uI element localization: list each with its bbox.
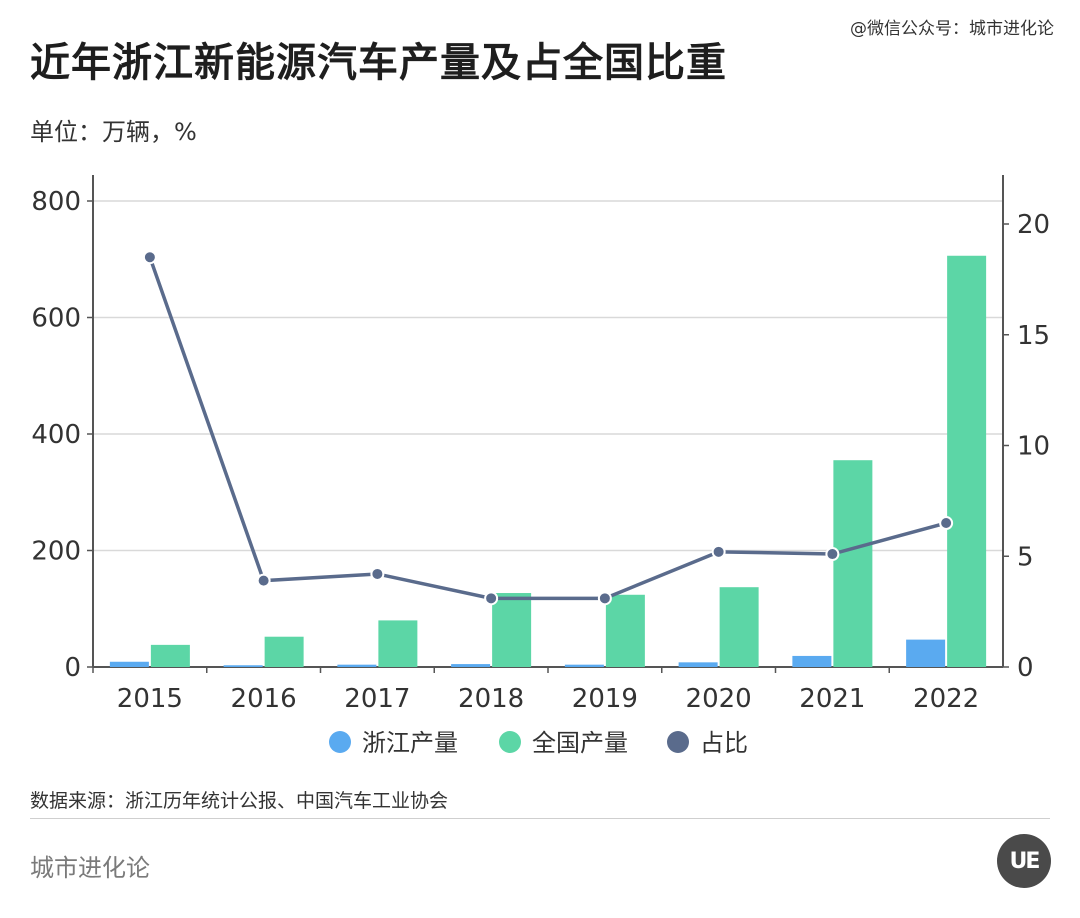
legend-label: 全国产量 [532, 729, 628, 757]
share-point-2022 [939, 516, 954, 531]
share-point-2017 [370, 566, 385, 581]
combo-chart: 0 200 400 600 800 0 5 10 15 20 2015 2016 2017 2018 201… [31, 175, 1050, 757]
unit-label: 单位：万辆，% [30, 118, 197, 146]
x-tick-label: 2021 [799, 684, 865, 714]
y-left-tick-label: 400 [31, 420, 81, 450]
bar-zhejiang-2018 [451, 664, 491, 667]
legend-marker [329, 731, 351, 753]
bar-national-2018 [492, 593, 532, 667]
brand-logo: UE [997, 834, 1051, 888]
share-point-2018 [484, 591, 499, 606]
bar-zhejiang-2020 [678, 662, 718, 667]
brand-name: 城市进化论 [30, 854, 150, 882]
share-point-2016 [256, 573, 271, 588]
bar-national-2019 [605, 594, 645, 667]
legend-label: 浙江产量 [362, 729, 458, 757]
bar-national-2021 [833, 460, 873, 667]
x-tick-label: 2020 [686, 684, 752, 714]
bar-national-2022 [947, 255, 987, 667]
y-right-tick-label: 15 [1017, 321, 1050, 351]
y-right-tick-label: 5 [1017, 542, 1034, 572]
share-point-2020 [711, 544, 726, 559]
y-left-tick-label: 200 [31, 537, 81, 567]
x-tick-label: 2019 [572, 684, 638, 714]
bar-zhejiang-2019 [564, 664, 604, 667]
share-point-2015 [142, 250, 157, 265]
wechat-credit: @微信公众号：城市进化论 [850, 19, 1054, 39]
share-point-2021 [825, 547, 840, 562]
bar-zhejiang-2017 [337, 664, 377, 667]
share-point-2019 [597, 591, 612, 606]
y-left-tick-label: 800 [31, 187, 81, 217]
legend-label: 占比 [700, 729, 748, 757]
share-line [148, 256, 947, 601]
bar-national-2020 [719, 587, 759, 667]
x-tick-label: 2022 [913, 684, 979, 714]
bar-national-2017 [378, 620, 418, 667]
y-left-tick-label: 600 [31, 304, 81, 334]
bar-zhejiang-2016 [223, 665, 263, 667]
bar-national-2015 [150, 644, 190, 667]
legend-marker [499, 731, 521, 753]
x-tick-label: 2015 [117, 684, 183, 714]
bar-national-2016 [264, 636, 304, 667]
data-source: 数据来源：浙江历年统计公报、中国汽车工业协会 [30, 790, 449, 812]
x-tick-label: 2016 [231, 684, 297, 714]
bar-zhejiang-2015 [109, 661, 149, 667]
bar-zhejiang-2022 [906, 639, 946, 667]
chart-title: 近年浙江新能源汽车产量及占全国比重 [30, 40, 727, 86]
y-right-tick-label: 0 [1017, 653, 1034, 683]
bar-zhejiang-2021 [792, 655, 832, 667]
y-left-tick-label: 0 [64, 653, 81, 683]
legend-marker [667, 731, 689, 753]
x-tick-label: 2018 [458, 684, 524, 714]
y-right-tick-label: 10 [1017, 432, 1050, 462]
x-tick-label: 2017 [344, 684, 410, 714]
y-right-tick-label: 20 [1017, 210, 1050, 240]
footer-divider [30, 818, 1050, 819]
